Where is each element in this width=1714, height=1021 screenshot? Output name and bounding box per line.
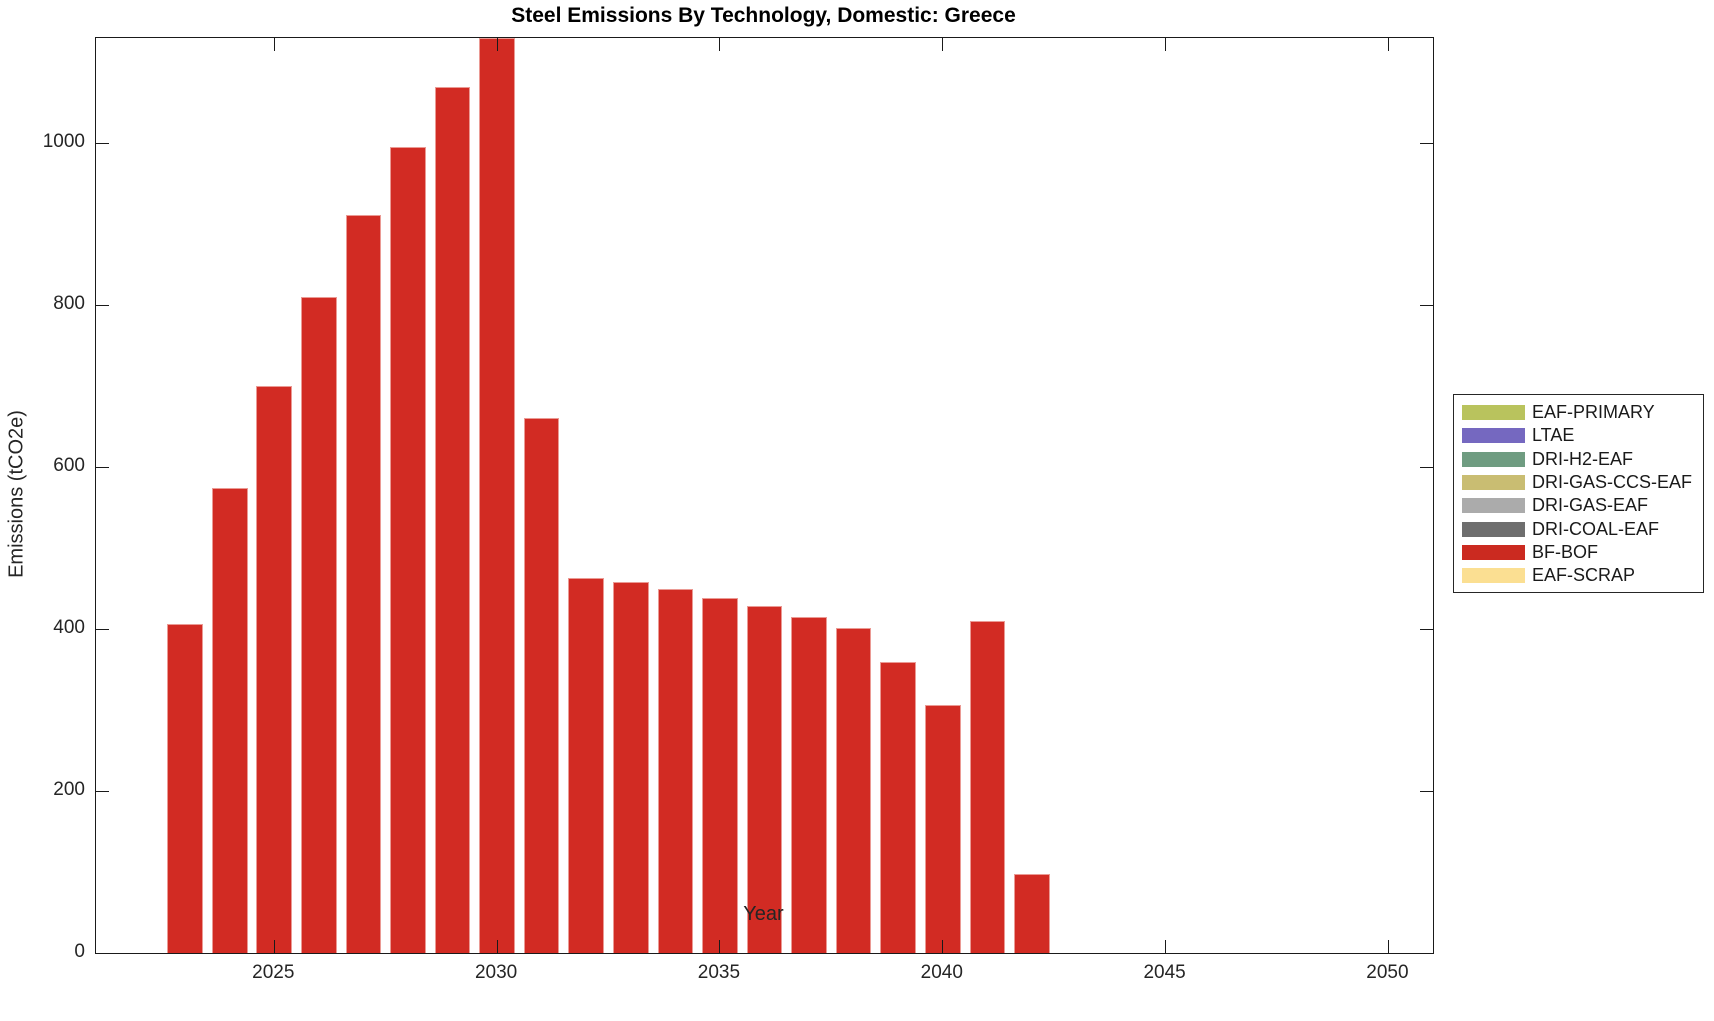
- y-tickmark-left-0: [96, 952, 109, 953]
- bar-bf-bof-2034: [657, 588, 694, 953]
- y-tick-label-800: 800: [53, 293, 85, 315]
- bar-bf-bof-2026: [301, 297, 337, 953]
- legend-item-ltae: LTAE: [1454, 424, 1703, 447]
- legend-label-ltae: LTAE: [1532, 425, 1575, 446]
- bar-bf-bof-2028: [390, 146, 426, 953]
- legend: EAF-PRIMARY LTAE DRI-H2-EAF DRI-GAS-CCS-EAF…: [1453, 394, 1704, 593]
- bar-bf-bof-2039: [880, 661, 916, 953]
- y-tickmark-right-800: [1420, 304, 1433, 306]
- legend-label-dri-coal-eaf: DRI-COAL-EAF: [1532, 518, 1660, 539]
- legend-item-bf-bof: BF-BOF: [1454, 541, 1703, 564]
- x-tickmark-top-2045: [1165, 38, 1167, 51]
- legend-swatch-ltae: [1462, 428, 1525, 444]
- legend-item-eaf-primary: EAF-PRIMARY: [1454, 401, 1703, 424]
- x-tick-label-2025: 2025: [252, 962, 295, 983]
- y-tickmark-right-0: [1420, 952, 1433, 953]
- legend-swatch-dri-gas-eaf: [1462, 498, 1525, 514]
- x-tickmark-top-2050: [1387, 38, 1389, 51]
- y-tick-label-600: 600: [53, 455, 85, 477]
- x-tickmark-bottom-2045: [1165, 940, 1167, 953]
- y-tickmark-right-1000: [1420, 142, 1433, 144]
- legend-item-dri-h2-eaf: DRI-H2-EAF: [1454, 448, 1703, 471]
- x-tickmark-bottom-2040: [942, 940, 944, 953]
- x-tickmark-bottom-2025: [273, 940, 275, 953]
- legend-swatch-eaf-primary: [1462, 405, 1525, 421]
- x-tickmark-bottom-2050: [1387, 940, 1389, 953]
- y-tick-label-400: 400: [53, 617, 85, 639]
- legend-swatch-dri-coal-eaf: [1462, 521, 1525, 537]
- x-tickmark-top-2035: [719, 38, 721, 51]
- legend-label-eaf-primary: EAF-PRIMARY: [1532, 402, 1655, 423]
- bar-bf-bof-2041: [969, 621, 1006, 953]
- chart-title: Steel Emissions By Technology, Domestic:…: [511, 4, 1016, 27]
- bar-bf-bof-2038: [835, 628, 872, 953]
- y-tickmark-left-800: [96, 304, 109, 306]
- x-tickmark-top-2040: [942, 38, 944, 51]
- legend-item-eaf-scrap: EAF-SCRAP: [1454, 564, 1703, 587]
- legend-label-eaf-scrap: EAF-SCRAP: [1532, 565, 1636, 586]
- bar-bf-bof-2024: [211, 488, 248, 953]
- x-tickmark-bottom-2035: [719, 940, 721, 953]
- y-tick-label-0: 0: [74, 941, 85, 962]
- legend-label-dri-gas-ccs-eaf: DRI-GAS-CCS-EAF: [1532, 472, 1693, 493]
- legend-item-dri-gas-eaf: DRI-GAS-EAF: [1454, 494, 1703, 517]
- bar-bf-bof-2025: [256, 386, 293, 953]
- bar-bf-bof-2033: [612, 582, 649, 953]
- legend-label-dri-h2-eaf: DRI-H2-EAF: [1532, 448, 1634, 469]
- x-tickmark-top-2030: [496, 38, 498, 51]
- x-tick-label-2050: 2050: [1366, 962, 1409, 983]
- y-tickmark-right-400: [1420, 628, 1433, 630]
- y-tick-label-1000: 1000: [42, 131, 85, 153]
- y-tickmark-left-1000: [96, 142, 109, 144]
- y-tickmark-left-600: [96, 466, 109, 468]
- bar-bf-bof-2027: [345, 214, 382, 953]
- bar-bf-bof-2037: [791, 616, 827, 953]
- y-tickmark-left-400: [96, 628, 109, 630]
- bar-bf-bof-2031: [523, 417, 560, 953]
- legend-item-dri-coal-eaf: DRI-COAL-EAF: [1454, 517, 1703, 540]
- y-tickmark-left-200: [96, 790, 109, 792]
- legend-swatch-eaf-scrap: [1462, 568, 1525, 584]
- bar-bf-bof-2029: [434, 86, 471, 953]
- x-tick-label-2035: 2035: [697, 962, 741, 983]
- legend-swatch-bf-bof: [1462, 544, 1525, 560]
- x-tick-label-2045: 2045: [1143, 962, 1186, 983]
- y-axis-label: Emissions (tCO2e): [5, 410, 28, 578]
- bar-bf-bof-2042: [1014, 874, 1050, 953]
- y-tickmark-right-600: [1420, 466, 1433, 468]
- legend-swatch-dri-gas-ccs-eaf: [1462, 475, 1525, 491]
- y-tick-label-200: 200: [53, 779, 85, 801]
- legend-label-bf-bof: BF-BOF: [1532, 541, 1598, 562]
- x-tick-label-2030: 2030: [474, 962, 518, 983]
- bar-bf-bof-2030: [479, 38, 515, 953]
- legend-label-dri-gas-eaf: DRI-GAS-EAF: [1532, 495, 1649, 516]
- bar-bf-bof-2036: [746, 605, 783, 953]
- bar-bf-bof-2032: [568, 578, 605, 953]
- y-tickmark-right-200: [1420, 790, 1433, 792]
- bar-bf-bof-2040: [924, 705, 961, 953]
- plot-area: [95, 37, 1434, 954]
- x-tickmark-bottom-2030: [496, 940, 498, 953]
- bar-bf-bof-2023: [167, 624, 203, 953]
- legend-swatch-dri-h2-eaf: [1462, 451, 1525, 467]
- legend-item-dri-gas-ccs-eaf: DRI-GAS-CCS-EAF: [1454, 471, 1703, 494]
- bar-bf-bof-2035: [702, 597, 738, 953]
- x-tickmark-top-2025: [273, 38, 275, 51]
- x-axis-label: Year: [743, 903, 784, 925]
- x-tick-label-2040: 2040: [920, 962, 963, 983]
